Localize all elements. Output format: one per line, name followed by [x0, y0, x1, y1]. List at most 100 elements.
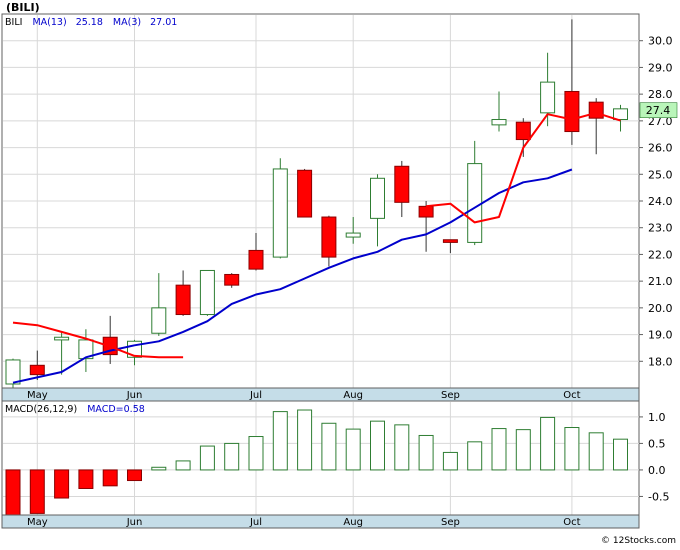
last-price-marker: 27.4 [639, 102, 678, 118]
month-label: Jun [126, 517, 143, 528]
macd-bar-positive [588, 432, 604, 471]
price-grid [3, 15, 639, 388]
price-tick-label: 19.0 [648, 329, 673, 342]
legend-ma13-label: MA(13) [32, 17, 66, 28]
price-tick-label: 21.0 [648, 275, 673, 288]
candle-up [151, 307, 167, 334]
macd-legend-label: MACD(26,12,9) [5, 404, 77, 415]
last-price-box [639, 102, 678, 118]
legend-ma3-label: MA(3) [113, 17, 141, 28]
price-tick-label: 27.0 [648, 115, 673, 128]
price-tick-label: 18.0 [648, 355, 673, 368]
macd-axis: 1.0 0.5 0.0 -0.5 [639, 411, 669, 503]
candle-down [321, 216, 337, 258]
month-label: Jun [126, 390, 143, 401]
candle-up [491, 119, 507, 126]
price-tick-label: 25.0 [648, 168, 673, 181]
price-tick-label: 28.0 [648, 88, 673, 101]
macd-bar-negative [29, 469, 45, 514]
price-legend: BILI MA(13) 25.18 MA(3) 27.01 [5, 17, 177, 28]
candle-up [5, 359, 21, 385]
macd-bars [5, 409, 628, 516]
macd-bar-negative [5, 469, 21, 516]
macd-bar-positive [297, 409, 313, 471]
price-tick-label: 26.0 [648, 142, 673, 155]
ma3-line-late [425, 111, 621, 224]
candle-down [248, 249, 264, 270]
candle-up [370, 177, 385, 219]
macd-bar-negative [54, 469, 70, 499]
candle-up [613, 108, 628, 121]
candle-up [78, 339, 94, 360]
macd-bar-positive [370, 420, 385, 471]
macd-bar-positive [199, 445, 215, 471]
macd-bar-positive [175, 460, 191, 471]
macd-bar-positive [248, 436, 264, 471]
candle-down [224, 273, 240, 286]
candle-up [54, 336, 70, 341]
moving-averages [12, 111, 621, 384]
macd-tick-label: 0.5 [648, 437, 666, 450]
candle-down [297, 169, 313, 218]
macd-bar-negative [102, 469, 118, 487]
last-price-label: 27.4 [646, 104, 671, 117]
candle-up [199, 269, 215, 316]
legend-symbol: BILI [5, 17, 22, 28]
candle-down [588, 101, 604, 119]
month-label: Aug [343, 517, 363, 528]
macd-bar-positive [394, 424, 410, 471]
candle-up [540, 81, 556, 114]
candle-down [175, 284, 191, 316]
legend-ma3-value: 27.01 [150, 17, 177, 28]
macd-bar-positive [321, 422, 337, 471]
price-tick-label: 22.0 [648, 248, 673, 261]
macd-bar-positive [515, 429, 531, 471]
month-label: Oct [563, 517, 580, 528]
ma13-line [12, 168, 573, 384]
macd-bar-positive [540, 416, 556, 471]
macd-bar-positive [272, 411, 288, 471]
price-axis: 18.0 19.0 20.0 21.0 22.0 23.0 24.0 25.0 26.0 27.0… [639, 35, 673, 368]
macd-tick-label: 1.0 [648, 411, 666, 424]
macd-bar-positive [491, 428, 507, 471]
month-label: Jul [249, 390, 262, 401]
price-tick-label: 20.0 [648, 302, 673, 315]
macd-date-labels: May Jun Jul Aug Sep Oct [27, 517, 581, 528]
month-label: Sep [441, 390, 460, 401]
footer-copyright: © 12Stocks.com [601, 536, 676, 546]
legend-ma13-value: 25.18 [76, 17, 103, 28]
price-tick-label: 30.0 [648, 35, 673, 48]
candle-up [467, 163, 483, 243]
candle-down [394, 165, 410, 203]
candle-down [418, 205, 434, 218]
price-date-labels: May Jun Jul Aug Sep Oct [27, 390, 581, 401]
macd-bar-positive [613, 438, 628, 471]
candle-down [515, 121, 531, 141]
macd-tick-label: 0.0 [648, 464, 666, 477]
month-label: Jul [249, 517, 262, 528]
candle-up [345, 232, 361, 238]
month-label: Aug [343, 390, 363, 401]
macd-bar-positive [151, 466, 167, 471]
macd-date-band [1, 514, 640, 529]
candle-down [564, 90, 580, 133]
price-tick-label: 23.0 [648, 222, 673, 235]
month-label: Sep [441, 517, 460, 528]
ma3-line-early [12, 321, 184, 359]
price-tick-label: 29.0 [648, 61, 673, 74]
candle-up [272, 168, 288, 258]
macd-bar-positive [442, 451, 458, 471]
macd-bar-positive [345, 428, 361, 471]
macd-bar-positive [564, 427, 580, 471]
month-label: May [27, 517, 48, 528]
price-tick-label: 24.0 [648, 195, 673, 208]
macd-bar-positive [224, 442, 240, 471]
price-date-band [1, 387, 640, 402]
macd-bar-positive [418, 434, 434, 471]
macd-bar-negative [78, 469, 94, 489]
macd-tick-label: -0.5 [648, 490, 669, 503]
candle-down [442, 239, 458, 243]
macd-legend: MACD(26,12,9) MACD=0.58 [5, 404, 145, 415]
